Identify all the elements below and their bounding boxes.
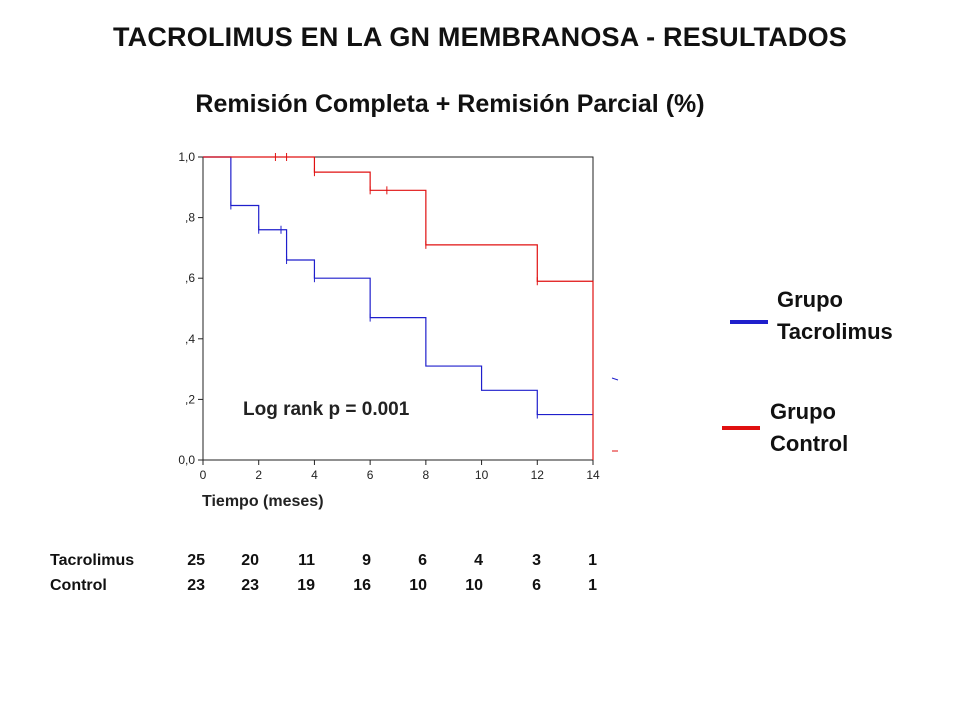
km-curve-tacrolimus: [203, 156, 593, 416]
risk-count: 6: [532, 577, 541, 594]
legend-swatch-control: [722, 426, 760, 430]
x-axis-label: Tiempo (meses): [202, 493, 324, 510]
x-tick-label: 10: [475, 468, 489, 482]
chart-subtitle: Remisión Completa + Remisión Parcial (%): [195, 90, 705, 118]
legend-label-line1: Grupo: [777, 287, 843, 312]
y-tick-label: ,2: [185, 392, 195, 406]
legend-entry-control: Grupo Control: [770, 396, 848, 460]
risk-count: 23: [241, 577, 259, 594]
legend-label-line2: Control: [770, 431, 849, 456]
risk-count: 20: [241, 552, 259, 569]
y-tick-label: ,8: [185, 211, 195, 225]
x-tick-label: 0: [200, 468, 207, 482]
x-tick-label: 12: [531, 468, 545, 482]
risk-count: 1: [588, 577, 597, 594]
y-tick-label: 0,0: [178, 453, 195, 467]
legend-stray-mark-blue: [611, 377, 619, 381]
x-tick-label: 2: [255, 468, 262, 482]
chart-curves: [203, 153, 594, 460]
risk-count: 11: [298, 552, 315, 569]
x-tick-label: 4: [311, 468, 318, 482]
risk-count: 23: [187, 577, 205, 594]
risk-count: 1: [588, 552, 597, 569]
risk-count: 9: [362, 552, 371, 569]
chart-axes: 0,0 ,2 ,4 ,6 ,8 1,0 0 2 4 6 8 10 12 14: [178, 150, 600, 482]
risk-count: 3: [532, 552, 541, 569]
page-title: TACROLIMUS EN LA GN MEMBRANOSA - RESULTA…: [112, 22, 848, 52]
risk-count: 6: [418, 552, 427, 569]
legend-swatch-tacrolimus: [730, 320, 768, 324]
y-tick-label: ,6: [185, 271, 195, 285]
legend-entry-tacrolimus: Grupo Tacrolimus: [777, 284, 893, 348]
risk-row-tacrolimus: Tacrolimus 25 20 11 9 6 4 3 1: [50, 552, 610, 572]
risk-row-label: Tacrolimus: [50, 552, 135, 569]
risk-count: 10: [409, 577, 427, 594]
risk-count: 16: [353, 577, 371, 594]
y-tick-label: ,4: [185, 332, 195, 346]
y-tick-label: 1,0: [178, 150, 195, 164]
risk-row-label: Control: [50, 577, 107, 594]
risk-count: 19: [297, 577, 315, 594]
risk-count: 25: [187, 552, 205, 569]
x-tick-label: 6: [367, 468, 374, 482]
log-rank-annotation: Log rank p = 0.001: [243, 399, 410, 420]
risk-count: 4: [474, 552, 483, 569]
risk-row-control: Control 23 23 19 16 10 10 6 1: [50, 577, 610, 597]
x-tick-label: 14: [586, 468, 600, 482]
risk-count: 10: [465, 577, 483, 594]
legend-label-line1: Grupo: [770, 399, 836, 424]
km-curve-control: [203, 156, 594, 460]
x-tick-label: 8: [423, 468, 430, 482]
legend-label-line2: Tacrolimus: [777, 319, 893, 344]
